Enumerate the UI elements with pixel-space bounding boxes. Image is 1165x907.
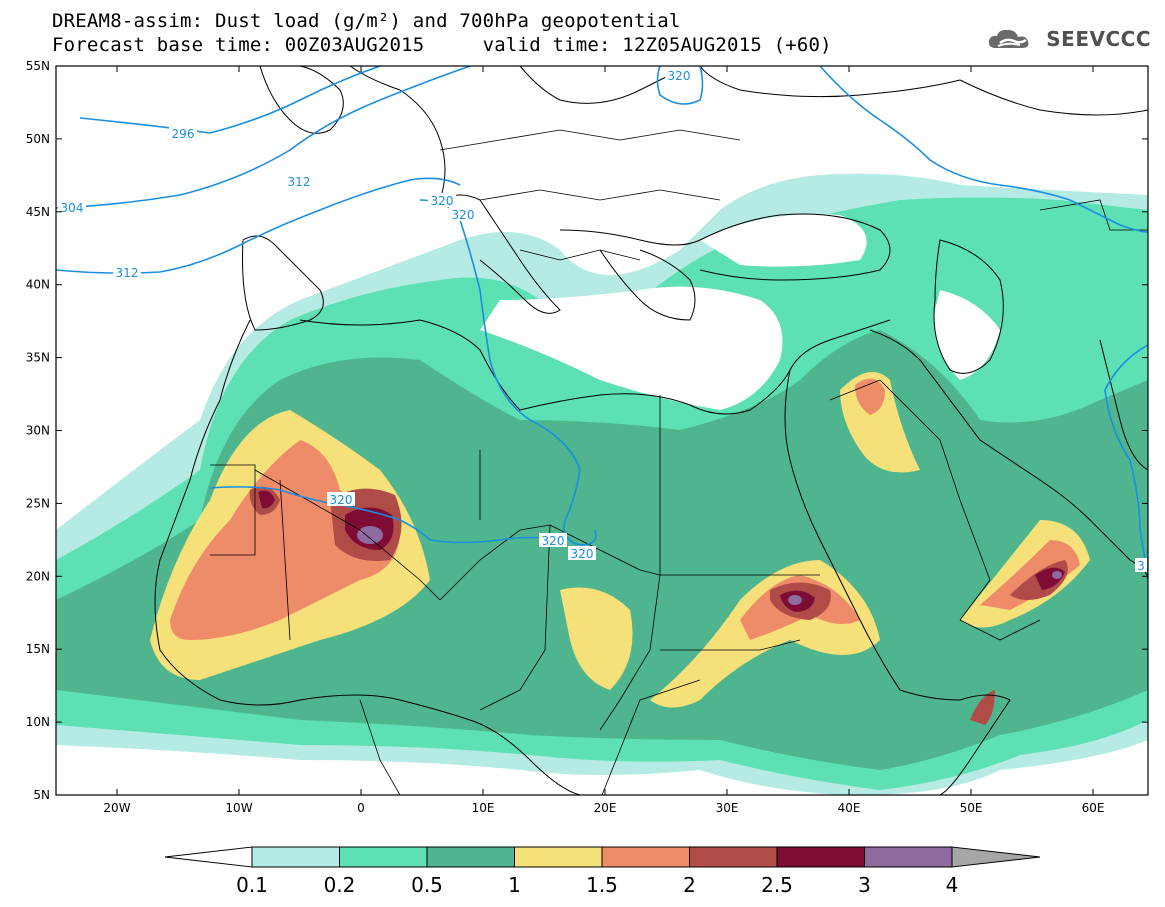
dust-field-level-3-oman xyxy=(1052,571,1062,579)
colorbar-swatch xyxy=(864,846,953,868)
contour-label-bg xyxy=(169,126,197,140)
colorbar-label: 1.5 xyxy=(586,873,618,897)
dust-field-level-2.5-somalia xyxy=(970,690,995,725)
lat-label: 30N xyxy=(26,424,50,438)
colorbar-swatch xyxy=(514,846,603,868)
latitude-axis: 55N 50N 45N 40N 35N 30N 25N 20N 15N 10N 5N xyxy=(26,59,1148,802)
colorbar-swatch xyxy=(339,846,428,868)
colorbar-label: 1 xyxy=(508,873,521,897)
lat-label: 40N xyxy=(26,278,50,292)
dust-field-level-1.5-arabia xyxy=(855,378,885,415)
lat-label: 10N xyxy=(26,715,50,729)
lon-label: 60E xyxy=(1082,801,1105,815)
contour-312-east xyxy=(819,66,1148,233)
mediterranean-clear xyxy=(480,286,783,410)
contour-296 xyxy=(79,66,381,134)
lon-label: 30E xyxy=(716,801,739,815)
contour-label: 296 xyxy=(172,127,195,141)
map-title: DREAM8-assim: Dust load (g/m²) and 700hP… xyxy=(52,10,681,32)
lon-label: 20W xyxy=(103,801,130,815)
contour-label-bg xyxy=(568,546,596,560)
contour-label-bg xyxy=(113,265,141,279)
contour-label: 320 xyxy=(431,194,454,208)
lat-label: 15N xyxy=(26,642,50,656)
contour-label-bg xyxy=(1135,558,1147,572)
contour-320-gulf xyxy=(1104,344,1148,576)
contour-320-sahara xyxy=(209,486,561,544)
coastlines xyxy=(154,66,1148,795)
contour-label: 320 xyxy=(542,534,565,548)
dust-field-level-1.5-oman xyxy=(980,540,1080,610)
contour-label-bg xyxy=(665,68,693,82)
lon-label: 10W xyxy=(225,801,252,815)
colorbar-above-triangle xyxy=(951,846,1041,868)
lon-label: 0 xyxy=(357,801,365,815)
lat-label: 35N xyxy=(26,351,50,365)
dust-field-level-2.5-mauritania xyxy=(258,490,275,509)
contour-label-bg xyxy=(285,174,313,188)
contour-304 xyxy=(56,66,471,209)
colorbar-label: 0.5 xyxy=(411,873,443,897)
colorbar-swatch xyxy=(689,846,778,868)
colorbar: 0.1 0.2 0.5 1 1.5 2 2.5 3 4 xyxy=(164,846,1041,897)
contour-label: 312 xyxy=(288,175,311,189)
lat-label: 45N xyxy=(26,205,50,219)
colorbar-label: 3 xyxy=(858,873,871,897)
lat-label: 5N xyxy=(33,788,50,802)
colorbar-label: 4 xyxy=(946,873,959,897)
contour-label: 304 xyxy=(61,201,84,215)
brand-logo: SEEVCCC xyxy=(986,26,1151,52)
contour-label: 320 xyxy=(452,208,475,222)
colorbar-label: 2 xyxy=(683,873,696,897)
contour-label-bg xyxy=(428,193,456,207)
forecast-time-line: Forecast base time: 00Z03AUG2015 valid t… xyxy=(52,34,832,56)
lon-label: 50E xyxy=(960,801,983,815)
dust-field-level-3-sudan xyxy=(788,595,802,605)
contour-label: 320 xyxy=(330,493,353,507)
colorbar-swatch xyxy=(776,846,865,868)
dust-load-field xyxy=(56,66,1148,795)
geopotential-contours xyxy=(56,66,1148,576)
cloud-logo-icon xyxy=(989,29,1029,48)
colorbar-swatch xyxy=(251,846,340,868)
lat-label: 20N xyxy=(26,569,50,583)
lon-label: 10E xyxy=(472,801,495,815)
contour-label: 320 xyxy=(668,69,691,83)
dust-field-level-1-chad xyxy=(560,587,633,690)
dust-field-level-1.5-west xyxy=(170,440,400,640)
colorbar-swatch xyxy=(426,846,515,868)
country-borders xyxy=(210,129,1148,795)
contour-label-bg xyxy=(58,200,86,214)
contour-label-bg xyxy=(327,492,355,506)
caspian-clear xyxy=(934,290,1000,380)
lat-label: 25N xyxy=(26,496,50,510)
brand-name: SEEVCCC xyxy=(1046,27,1151,51)
colorbar-swatch xyxy=(601,846,690,868)
lon-label: 20E xyxy=(594,801,617,815)
contour-label: 312 xyxy=(116,266,139,280)
contour-label: 3 xyxy=(1137,559,1145,573)
lon-label: 40E xyxy=(838,801,861,815)
lat-label: 55N xyxy=(26,59,50,73)
colorbar-label: 0.2 xyxy=(324,873,356,897)
colorbar-below-triangle xyxy=(164,846,253,868)
contour-label: 320 xyxy=(571,547,594,561)
contour-label-bg xyxy=(449,207,477,221)
dust-field-level-3-algeria xyxy=(357,526,383,544)
colorbar-label: 2.5 xyxy=(761,873,793,897)
contour-320-north xyxy=(419,199,597,546)
contour-label-bg xyxy=(539,533,567,547)
colorbar-label: 0.1 xyxy=(236,873,268,897)
lat-label: 50N xyxy=(26,132,50,146)
longitude-axis: 20W 10W 0 10E 20E 30E 40E 50E 60E xyxy=(103,66,1104,815)
black-sea-clear xyxy=(700,214,867,267)
contour-320-top xyxy=(656,66,704,105)
